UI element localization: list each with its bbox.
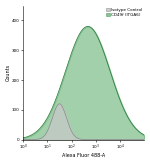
X-axis label: Alexa Fluor 488-A: Alexa Fluor 488-A [62, 154, 105, 158]
Legend: Isotype Control, CD49f (ITGA6): Isotype Control, CD49f (ITGA6) [106, 8, 142, 17]
Y-axis label: Counts: Counts [6, 64, 10, 81]
